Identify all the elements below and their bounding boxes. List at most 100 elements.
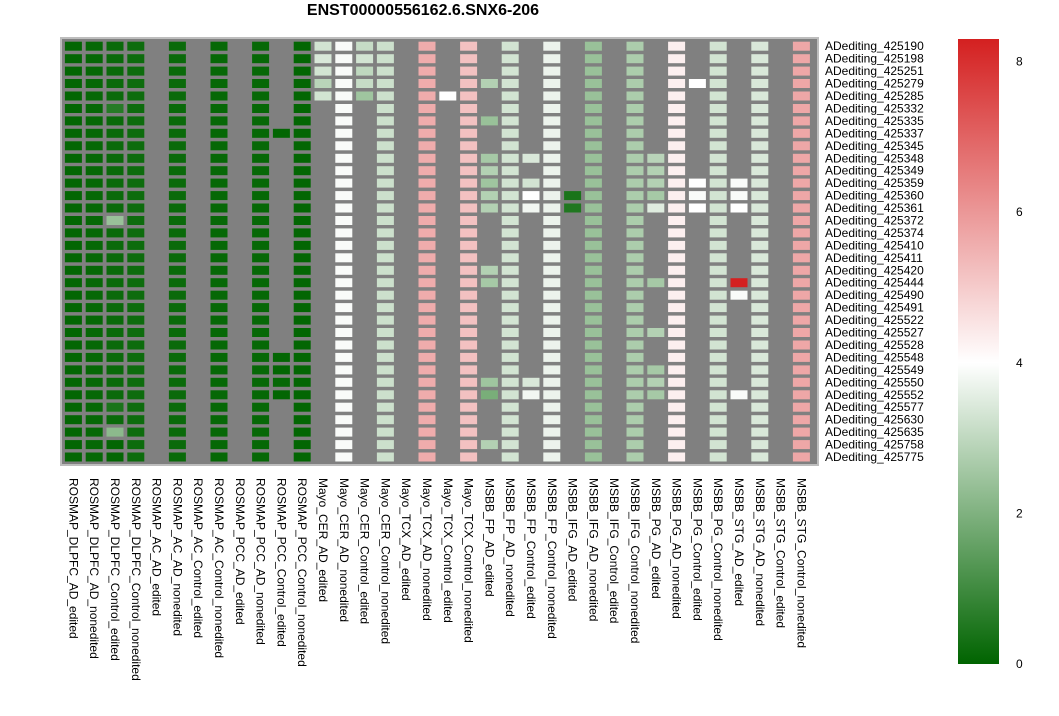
heatmap-cell [127, 328, 145, 337]
heatmap-cell [85, 66, 103, 76]
heatmap-cell [792, 54, 810, 64]
heatmap-cell [210, 240, 228, 250]
heatmap-cell [293, 328, 311, 337]
heatmap-cell [751, 128, 769, 138]
heatmap-cell [85, 402, 103, 412]
heatmap-cell [64, 178, 82, 188]
heatmap-cell [127, 41, 145, 51]
heatmap-cell [293, 315, 311, 325]
heatmap-cell [168, 104, 186, 113]
heatmap-cell [335, 153, 353, 163]
heatmap-cell [709, 216, 727, 225]
heatmap-cell [252, 315, 270, 325]
heatmap-cell [460, 253, 478, 263]
heatmap-cell [127, 203, 145, 213]
column-label: MSBB_IFG_Control_nonedited [628, 478, 642, 643]
heatmap-cell [501, 365, 519, 375]
heatmap-cell [106, 216, 124, 225]
heatmap-cell [792, 440, 810, 450]
heatmap-cell [168, 191, 186, 201]
heatmap-cell [168, 452, 186, 462]
heatmap-cell [85, 427, 103, 437]
heatmap-cell [647, 390, 665, 400]
heatmap-cell [85, 54, 103, 64]
heatmap-cell [106, 440, 124, 450]
heatmap-cell [252, 41, 270, 51]
heatmap-cell [210, 128, 228, 138]
heatmap-cell [501, 328, 519, 337]
heatmap-cell [64, 253, 82, 263]
heatmap-cell [314, 41, 332, 51]
heatmap-cell [584, 228, 602, 238]
heatmap-cell [751, 41, 769, 51]
heatmap-cell [751, 365, 769, 375]
heatmap-cell [293, 216, 311, 225]
heatmap-cell [293, 128, 311, 138]
heatmap-cell [418, 377, 436, 387]
heatmap-cell [792, 66, 810, 76]
column-label: MSBB_FP_AD_nonedited [503, 478, 517, 617]
heatmap-cell [376, 79, 394, 88]
heatmap-cell [252, 390, 270, 400]
heatmap-cell [543, 402, 561, 412]
heatmap-cell [501, 440, 519, 450]
heatmap-cell [127, 452, 145, 462]
heatmap-cell [272, 128, 290, 138]
heatmap-cell [460, 128, 478, 138]
heatmap-cell [460, 365, 478, 375]
row-label: ADediting_425420 [825, 263, 924, 277]
heatmap-cell [668, 141, 686, 151]
heatmap-cell [584, 191, 602, 201]
heatmap-cell [168, 427, 186, 437]
heatmap-cell [709, 315, 727, 325]
heatmap-cell [127, 228, 145, 238]
row-label: ADediting_425527 [825, 326, 924, 340]
heatmap-cell [127, 104, 145, 113]
heatmap-cell [480, 191, 498, 201]
heatmap-cell [335, 178, 353, 188]
heatmap-cell [418, 340, 436, 350]
heatmap-cell [127, 153, 145, 163]
heatmap-cell [127, 166, 145, 176]
heatmap-cell [335, 116, 353, 126]
heatmap-cell [293, 91, 311, 101]
heatmap-cell [252, 377, 270, 387]
heatmap-cell [584, 328, 602, 337]
heatmap-cell [460, 66, 478, 76]
heatmap-cell [210, 178, 228, 188]
heatmap-cell [709, 328, 727, 337]
heatmap-cell [647, 178, 665, 188]
heatmap-cell [626, 253, 644, 263]
heatmap-cell [64, 415, 82, 425]
heatmap-cell [293, 141, 311, 151]
heatmap-cell [751, 116, 769, 126]
heatmap-cell [64, 328, 82, 337]
heatmap-cell [501, 352, 519, 362]
heatmap-cell [751, 340, 769, 350]
row-label: ADediting_425410 [825, 238, 924, 252]
heatmap-cell [106, 415, 124, 425]
heatmap-cell [522, 203, 540, 213]
heatmap-cell [792, 253, 810, 263]
heatmap-cell [751, 402, 769, 412]
heatmap-cell [751, 253, 769, 263]
heatmap-cell [168, 228, 186, 238]
heatmap-cell [709, 66, 727, 76]
heatmap-cell [418, 178, 436, 188]
heatmap-cell [709, 253, 727, 263]
heatmap-cell [460, 153, 478, 163]
heatmap-cell [252, 104, 270, 113]
heatmap-cell [584, 141, 602, 151]
heatmap-cell [85, 203, 103, 213]
heatmap-cell [543, 415, 561, 425]
heatmap-cell [85, 452, 103, 462]
heatmap-cell [626, 452, 644, 462]
heatmap-cell [709, 191, 727, 201]
heatmap-cell [584, 128, 602, 138]
heatmap-cell [647, 203, 665, 213]
heatmap-cell [626, 240, 644, 250]
heatmap-cell [668, 402, 686, 412]
heatmap-cell [335, 41, 353, 51]
heatmap-cell [85, 141, 103, 151]
heatmap-cell [792, 402, 810, 412]
